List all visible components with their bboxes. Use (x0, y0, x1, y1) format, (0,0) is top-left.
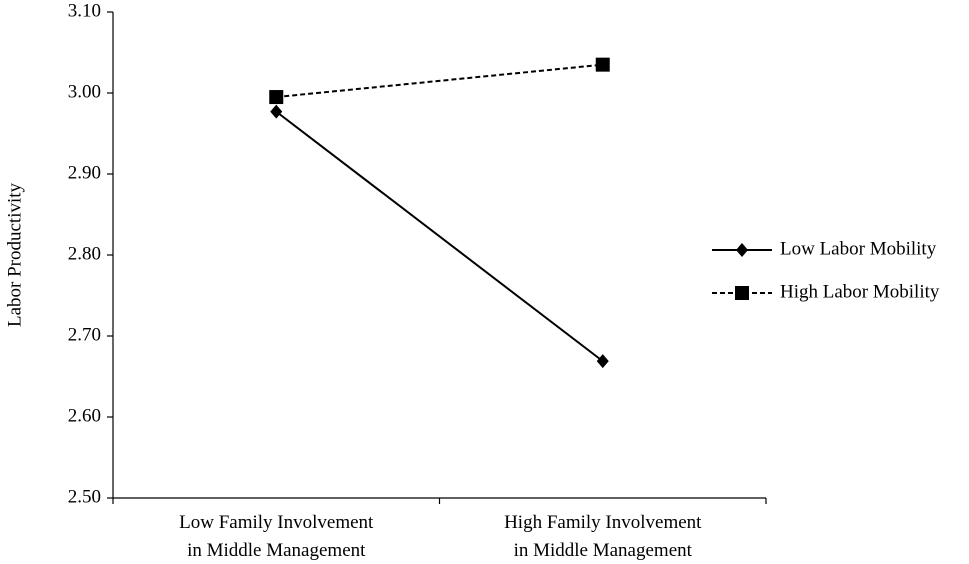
y-tick-label: 2.70 (68, 324, 101, 345)
legend-marker (735, 286, 749, 300)
marker (596, 354, 609, 369)
series-line (275, 110, 604, 362)
x-tick-label: High Family Involvement in Middle Managem… (504, 512, 702, 561)
y-tick-label: 2.50 (68, 486, 101, 507)
marker (595, 57, 610, 72)
y-tick-label: 2.60 (68, 405, 101, 426)
series-line (276, 63, 603, 99)
legend-label: Low Labor Mobility (780, 238, 937, 259)
y-tick-label: 2.90 (68, 162, 101, 183)
x-tick-label: Low Family Involvement in Middle Manageme… (179, 512, 374, 561)
marker (270, 104, 283, 119)
y-tick-label: 3.00 (68, 81, 101, 102)
legend-marker (736, 243, 748, 257)
y-axis-title: Labor Productivity (4, 182, 25, 327)
marker (269, 90, 284, 105)
y-tick-label: 3.10 (68, 0, 101, 21)
y-tick-label: 2.80 (68, 243, 101, 264)
legend-label: High Labor Mobility (780, 281, 940, 302)
